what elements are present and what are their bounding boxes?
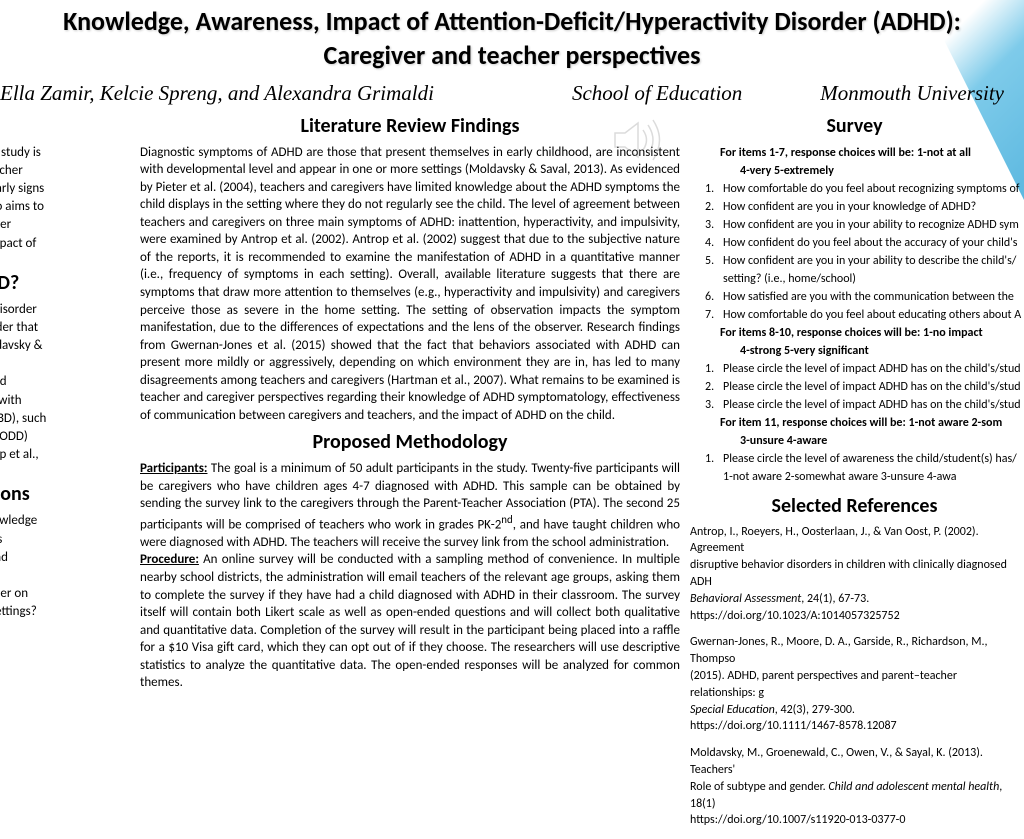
q5b: setting? (i.e., home/school) — [723, 270, 1019, 288]
university: Monmouth University — [820, 81, 1004, 106]
purpose-text: s proposed study is ver and teacher D an… — [0, 144, 130, 253]
q6: 6.How satisfied are you with the communi… — [705, 288, 1019, 306]
participants-label: Participants: — [140, 461, 207, 476]
ref3: Moldavsky, M., Groenewald, C., Owen, V.,… — [690, 745, 1019, 829]
scale1: For items 1-7, response choices will be:… — [720, 144, 1019, 162]
survey-list-3: 1.Please circle the level of awareness t… — [705, 450, 1019, 486]
ref-heading: Selected References — [690, 494, 1019, 518]
q1: 1.How comfortable do you feel about reco… — [705, 180, 1019, 198]
authors: Ella Zamir, Kelcie Spreng, and Alexandra… — [0, 81, 434, 106]
left-column: pose s proposed study is ver and teacher… — [0, 111, 130, 839]
columns: pose s proposed study is ver and teacher… — [0, 111, 1024, 839]
lit-heading: Literature Review Findings — [140, 114, 680, 138]
q4: 4.How confident do you feel about the ac… — [705, 234, 1019, 252]
q5: 5.How confident are you in your ability … — [705, 252, 1019, 270]
purpose-heading: pose — [0, 114, 130, 138]
meth-procedure: Procedure: An online survey will be cond… — [140, 551, 680, 691]
scale3b: 3-unsure 4-aware — [740, 432, 1019, 450]
lit-text: Diagnostic symptoms of ADHD are those th… — [140, 144, 680, 425]
meth-participants: Participants: The goal is a minimum of 5… — [140, 460, 680, 551]
questions-heading: uestions — [0, 482, 130, 506]
title-line2: Caregiver and teacher perspectives — [10, 39, 1014, 73]
questions-text: nces in knowledge DHD and its teachers a… — [0, 512, 130, 621]
title-line1: Knowledge, Awareness, Impact of Attentio… — [10, 5, 1014, 39]
q11b: 1-not aware 2-somewhat aware 3-unsure 4-… — [723, 468, 1019, 486]
q11: 1.Please circle the level of awareness t… — [705, 450, 1019, 468]
meth-heading: Proposed Methodology — [140, 430, 680, 454]
adhd-heading: ADHD? — [0, 271, 130, 295]
survey-list-2: 1.Please circle the level of impact ADHD… — [705, 360, 1019, 414]
authors-row: Ella Zamir, Kelcie Spreng, and Alexandra… — [0, 73, 1024, 111]
q7: 7.How comfortable do you feel about educ… — [705, 306, 1019, 324]
scale1b: 4-very 5-extremely — [740, 162, 1019, 180]
q10: 3.Please circle the level of impact ADHD… — [705, 396, 1019, 414]
procedure-label: Procedure: — [140, 552, 199, 567]
scale2b: 4-strong 5-very significant — [740, 342, 1019, 360]
survey-heading: Survey — [690, 114, 1019, 138]
speaker-icon — [610, 115, 670, 170]
scale2: For items 8-10, response choices will be… — [720, 324, 1019, 342]
adhd-text: eractivity Disorder ental disorder that … — [0, 301, 130, 465]
q9: 2.Please circle the level of impact ADHD… — [705, 378, 1019, 396]
scale3: For item 11, response choices will be: 1… — [720, 414, 1019, 432]
school: School of Education — [572, 81, 742, 106]
survey-list-1: 1.How comfortable do you feel about reco… — [705, 180, 1019, 324]
q8: 1.Please circle the level of impact ADHD… — [705, 360, 1019, 378]
q2: 2.How confident are you in your knowledg… — [705, 198, 1019, 216]
ref2: Gwernan-Jones, R., Moore, D. A., Garside… — [690, 634, 1019, 735]
q3: 3.How confident are you in your ability … — [705, 216, 1019, 234]
poster-content: Knowledge, Awareness, Impact of Attentio… — [0, 0, 1024, 839]
main-title: Knowledge, Awareness, Impact of Attentio… — [0, 0, 1024, 73]
ref1: Antrop, I., Roeyers, H., Oosterlaan, J.,… — [690, 524, 1019, 625]
middle-column: Literature Review Findings Diagnostic sy… — [140, 111, 680, 839]
right-column: Survey For items 1-7, response choices w… — [690, 111, 1024, 839]
procedure-text: An online survey will be conducted with … — [140, 552, 680, 690]
nd-sup: nd — [501, 513, 512, 526]
